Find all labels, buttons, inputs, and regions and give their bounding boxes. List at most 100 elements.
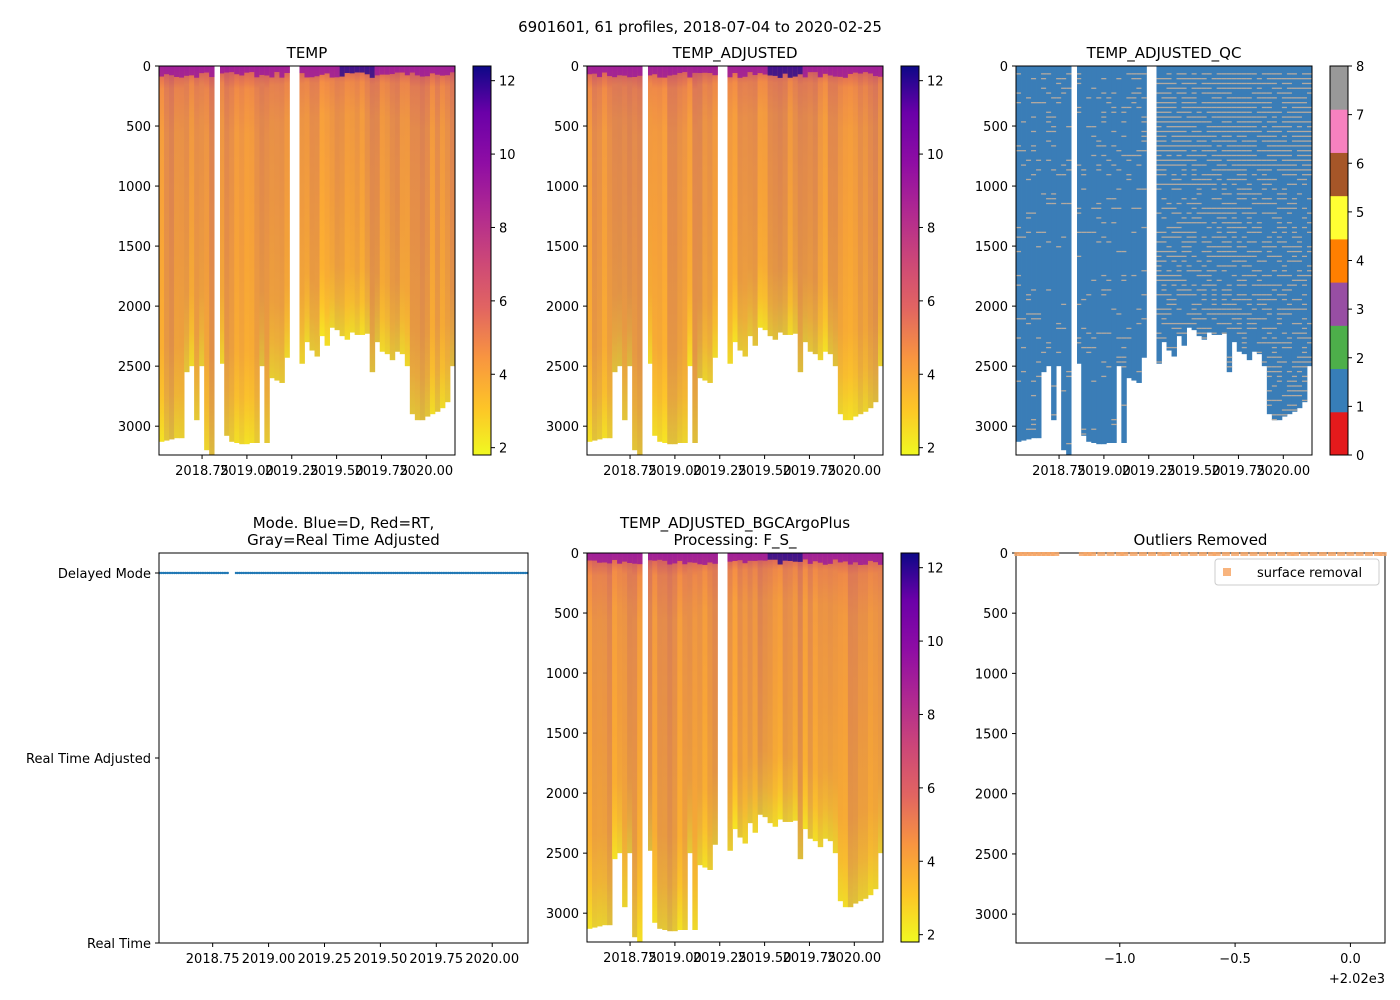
qc-flag-mark	[1261, 241, 1268, 243]
qc-flag-mark	[1266, 154, 1273, 157]
profile-column	[672, 66, 678, 445]
y-tick-label: 2500	[118, 360, 151, 375]
qc-flag-mark	[1281, 265, 1288, 267]
qc-flag-mark	[1221, 135, 1228, 137]
profile-column	[164, 66, 170, 441]
qc-flag-mark	[1161, 274, 1167, 277]
qc-flag-mark	[1191, 154, 1198, 157]
qc-flag-mark	[1271, 97, 1278, 99]
colorbar-tick-label: 3	[1356, 303, 1364, 318]
profile-column	[802, 553, 809, 830]
mode-point	[513, 571, 516, 575]
qc-flag-mark	[1251, 193, 1258, 195]
surface-cell	[339, 66, 346, 77]
qc-flag-mark	[1221, 322, 1228, 325]
mode-point	[379, 571, 383, 575]
qc-column	[1026, 66, 1032, 440]
qc-flag-mark	[1291, 404, 1298, 406]
qc-flag-mark	[1076, 111, 1082, 113]
profile-column	[862, 66, 869, 412]
qc-flag-mark	[1301, 111, 1308, 113]
mode-point	[308, 571, 311, 575]
profile-shade	[369, 66, 376, 373]
mode-point	[438, 571, 441, 575]
profile-shade	[682, 553, 688, 930]
qc-flag-mark	[1286, 87, 1293, 89]
mode-point	[287, 571, 291, 575]
profile-column	[602, 66, 608, 439]
profile-column	[782, 553, 789, 822]
qc-flag-mark	[1286, 385, 1293, 387]
surface-cell	[622, 553, 628, 562]
profile-column	[802, 66, 809, 343]
qc-flag-mark	[1216, 145, 1223, 147]
profile-column	[314, 66, 320, 357]
qc-flag-mark	[1206, 111, 1213, 113]
qc-flag-mark	[1271, 217, 1278, 219]
surface-cell	[364, 66, 371, 75]
qc-column	[1196, 66, 1203, 337]
qc-flag-mark	[1201, 236, 1208, 238]
qc-flag-mark	[1171, 255, 1177, 257]
qc-flag-mark	[1226, 356, 1233, 358]
qc-flag-mark	[1166, 255, 1172, 257]
qc-flag-mark	[1276, 414, 1283, 416]
qc-flag-mark	[1276, 284, 1283, 286]
profile-shade	[817, 66, 824, 361]
qc-flag-mark	[1091, 380, 1097, 382]
outlier-point	[1212, 552, 1221, 556]
qc-flag-mark	[1131, 207, 1137, 209]
qc-flag-mark	[1206, 207, 1213, 209]
qc-flag-mark	[1261, 337, 1268, 339]
qc-flag-mark	[1231, 159, 1238, 161]
mode-point	[160, 571, 163, 575]
qc-flag-mark	[1181, 126, 1187, 128]
qc-flag-mark	[1221, 202, 1228, 205]
qc-flag-mark	[1256, 87, 1263, 89]
y-tick-label: 3000	[546, 907, 579, 922]
qc-flag-mark	[1296, 385, 1303, 387]
qc-flag-mark	[1166, 250, 1172, 253]
surface-cell	[802, 553, 809, 560]
qc-flag-mark	[1231, 202, 1238, 205]
qc-flag-mark	[1101, 236, 1107, 238]
mode-point	[462, 571, 465, 575]
profile-column	[329, 66, 335, 328]
qc-flag-mark	[1241, 73, 1248, 75]
qc-flag-mark	[1266, 159, 1273, 161]
qc-flag-mark	[1081, 433, 1087, 435]
qc-flag-mark	[1226, 135, 1233, 137]
qc-flag-mark	[1176, 202, 1182, 205]
qc-flag-mark	[1236, 188, 1243, 190]
profile-column	[807, 553, 814, 839]
y-tick-label: 0	[143, 60, 151, 75]
qc-flag-mark	[1181, 231, 1187, 233]
qc-flag-mark	[1206, 327, 1213, 330]
colorbar-frame	[900, 65, 920, 456]
qc-flag-mark	[1301, 308, 1308, 310]
qc-column	[1056, 66, 1062, 367]
qc-flag-mark	[1181, 140, 1187, 142]
profile-shade	[259, 66, 265, 367]
y-tick-label: 1500	[546, 727, 579, 742]
qc-flag-mark	[1206, 135, 1213, 137]
qc-flag-mark	[1306, 159, 1313, 161]
profile-column	[737, 553, 743, 838]
qc-flag-mark	[1041, 73, 1047, 75]
axes-frame	[1015, 552, 1386, 944]
profile-shade	[597, 66, 603, 440]
qc-flag-mark	[1286, 78, 1293, 80]
qc-flag-mark	[1306, 222, 1313, 224]
qc-flag-mark	[1261, 246, 1268, 248]
qc-flag-mark	[1096, 164, 1102, 166]
surface-cell	[657, 66, 663, 78]
qc-flag-mark	[1201, 207, 1208, 209]
qc-flag-mark	[1191, 270, 1198, 272]
qc-flag-mark	[1166, 164, 1172, 166]
qc-flag-mark	[1216, 111, 1223, 113]
qc-flag-mark	[1161, 159, 1167, 161]
surface-cell	[329, 66, 335, 78]
qc-flag-mark	[1261, 164, 1268, 166]
surface-cell	[867, 66, 874, 74]
qc-flag-mark	[1251, 140, 1258, 142]
